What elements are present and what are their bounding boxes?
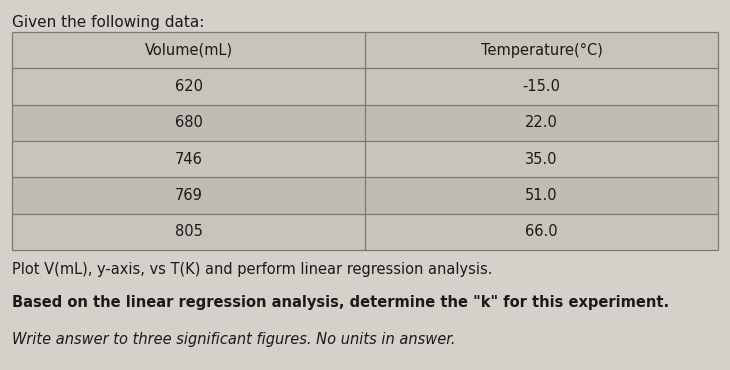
Text: Volume(mL): Volume(mL) (145, 43, 233, 58)
Bar (12, 32, 718, 68)
Text: 805: 805 (174, 224, 202, 239)
Text: 769: 769 (174, 188, 202, 203)
Text: Based on the linear regression analysis, determine the "k" for this experiment.: Based on the linear regression analysis,… (12, 295, 669, 310)
Bar (12, 141, 718, 177)
Text: 680: 680 (174, 115, 202, 130)
Text: -15.0: -15.0 (523, 79, 561, 94)
Text: 620: 620 (174, 79, 202, 94)
Text: 35.0: 35.0 (526, 152, 558, 166)
Text: Write answer to three significant figures. No units in answer.: Write answer to three significant figure… (12, 332, 456, 347)
Text: Given the following data:: Given the following data: (12, 15, 204, 30)
Bar (12, 105, 718, 141)
Text: 22.0: 22.0 (525, 115, 558, 130)
Text: 66.0: 66.0 (525, 224, 558, 239)
Text: Temperature(°C): Temperature(°C) (480, 43, 602, 58)
Bar (12, 68, 718, 105)
Text: Plot V(mL), y-axis, vs T(K) and perform linear regression analysis.: Plot V(mL), y-axis, vs T(K) and perform … (12, 262, 493, 277)
Bar (12, 177, 718, 213)
Text: 51.0: 51.0 (525, 188, 558, 203)
Bar (12, 213, 718, 250)
Text: 746: 746 (174, 152, 202, 166)
